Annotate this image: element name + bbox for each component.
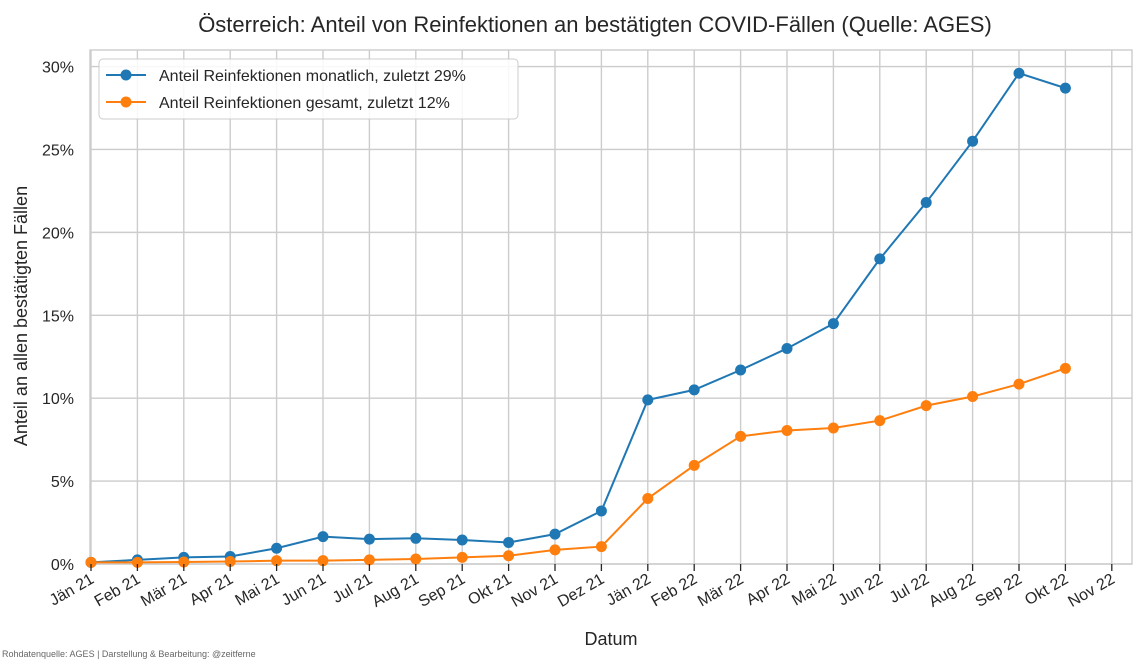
- data-point: [410, 553, 422, 565]
- legend-entry: Anteil Reinfektionen gesamt, zuletzt 12%: [106, 95, 450, 112]
- plot-frame: [89, 49, 1133, 565]
- legend-box: [98, 58, 519, 120]
- data-point: [317, 531, 329, 543]
- source-footer: Rohdatenquelle: AGES | Darstellung & Bea…: [2, 649, 256, 659]
- data-point: [1013, 378, 1025, 390]
- data-point: [827, 422, 839, 434]
- legend: Anteil Reinfektionen monatlich, zuletzt …: [98, 58, 519, 120]
- y-tick-label: 5%: [51, 474, 74, 491]
- x-tick-label: Jun 22: [836, 571, 886, 610]
- x-tick-label: Okt 21: [465, 571, 514, 609]
- data-point: [827, 318, 839, 330]
- data-point: [688, 459, 700, 471]
- x-tick-label: Apr 22: [744, 571, 793, 609]
- x-tick-label: Jun 21: [279, 571, 329, 610]
- data-point: [735, 364, 747, 376]
- data-point: [271, 542, 283, 554]
- data-point: [874, 253, 886, 265]
- data-point: [595, 541, 607, 553]
- legend-entry: Anteil Reinfektionen monatlich, zuletzt …: [106, 68, 466, 85]
- x-tick-label: Feb 22: [649, 571, 701, 611]
- x-tick-label: Sep 22: [973, 571, 1026, 611]
- data-point: [131, 556, 143, 568]
- data-point: [1059, 82, 1071, 94]
- data-point: [688, 384, 700, 396]
- x-tick-label: Jän 22: [604, 571, 654, 610]
- x-tick-label: Jul 22: [887, 571, 933, 607]
- data-point: [920, 197, 932, 209]
- data-point: [503, 550, 515, 562]
- data-point: [781, 342, 793, 354]
- x-tick-label: Okt 22: [1022, 571, 1071, 609]
- x-tick-label: Jul 21: [330, 571, 376, 607]
- x-tick-label: Nov 21: [509, 571, 561, 611]
- data-point: [874, 415, 886, 427]
- series-line: [90, 72, 1066, 564]
- data-point: [1059, 362, 1071, 374]
- x-tick-label: Nov 22: [1065, 571, 1117, 611]
- data-point: [85, 556, 97, 568]
- series-2: [85, 362, 1071, 568]
- data-point: [178, 556, 190, 568]
- data-point: [456, 551, 468, 563]
- y-tick-label: 25%: [42, 142, 74, 159]
- data-point: [363, 554, 375, 566]
- y-tick-label: 0%: [51, 557, 74, 574]
- data-point: [642, 394, 654, 406]
- data-point: [1013, 67, 1025, 79]
- x-tick-label: Mär 22: [695, 571, 747, 611]
- legend-marker: [120, 96, 132, 108]
- plot-area: [89, 49, 1133, 565]
- x-tick-label: Mär 21: [138, 571, 190, 611]
- data-point: [967, 135, 979, 147]
- x-tick-label: Aug 22: [926, 571, 979, 611]
- y-tick-label: 20%: [42, 225, 74, 242]
- data-point: [503, 536, 515, 548]
- y-axis-label: Anteil an allen bestätigten Fällen: [11, 186, 31, 446]
- data-point: [224, 556, 236, 568]
- legend-label: Anteil Reinfektionen gesamt, zuletzt 12%: [159, 95, 450, 112]
- data-point: [363, 533, 375, 545]
- x-tick-label: Feb 21: [92, 571, 144, 611]
- x-tick-label: Jän 21: [47, 571, 97, 610]
- x-tick-label: Mai 22: [789, 571, 839, 610]
- data-point: [781, 425, 793, 437]
- x-tick-label: Aug 21: [369, 571, 422, 611]
- x-tick-label: Dez 21: [555, 571, 607, 611]
- x-axis-label: Datum: [584, 629, 637, 649]
- data-point: [967, 391, 979, 403]
- x-tick-label: Sep 21: [416, 571, 469, 611]
- series-1: [85, 67, 1071, 568]
- data-point: [549, 528, 561, 540]
- data-point: [317, 555, 329, 567]
- data-point: [271, 555, 283, 567]
- x-tick-label: Mai 21: [233, 571, 283, 610]
- chart-title: Österreich: Anteil von Reinfektionen an …: [198, 12, 992, 37]
- data-point: [735, 430, 747, 442]
- data-point: [595, 505, 607, 517]
- y-tick-label: 10%: [42, 391, 74, 408]
- y-tick-label: 30%: [42, 60, 74, 77]
- legend-label: Anteil Reinfektionen monatlich, zuletzt …: [159, 68, 466, 85]
- data-point: [642, 493, 654, 505]
- series-line: [91, 367, 1066, 564]
- data-point: [920, 400, 932, 412]
- data-point: [549, 544, 561, 556]
- y-tick-label: 15%: [42, 308, 74, 325]
- legend-marker: [120, 69, 132, 81]
- x-tick-label: Apr 21: [187, 571, 236, 609]
- grid: [90, 50, 1132, 565]
- data-point: [410, 532, 422, 544]
- series-group: [85, 67, 1071, 568]
- data-point: [456, 534, 468, 546]
